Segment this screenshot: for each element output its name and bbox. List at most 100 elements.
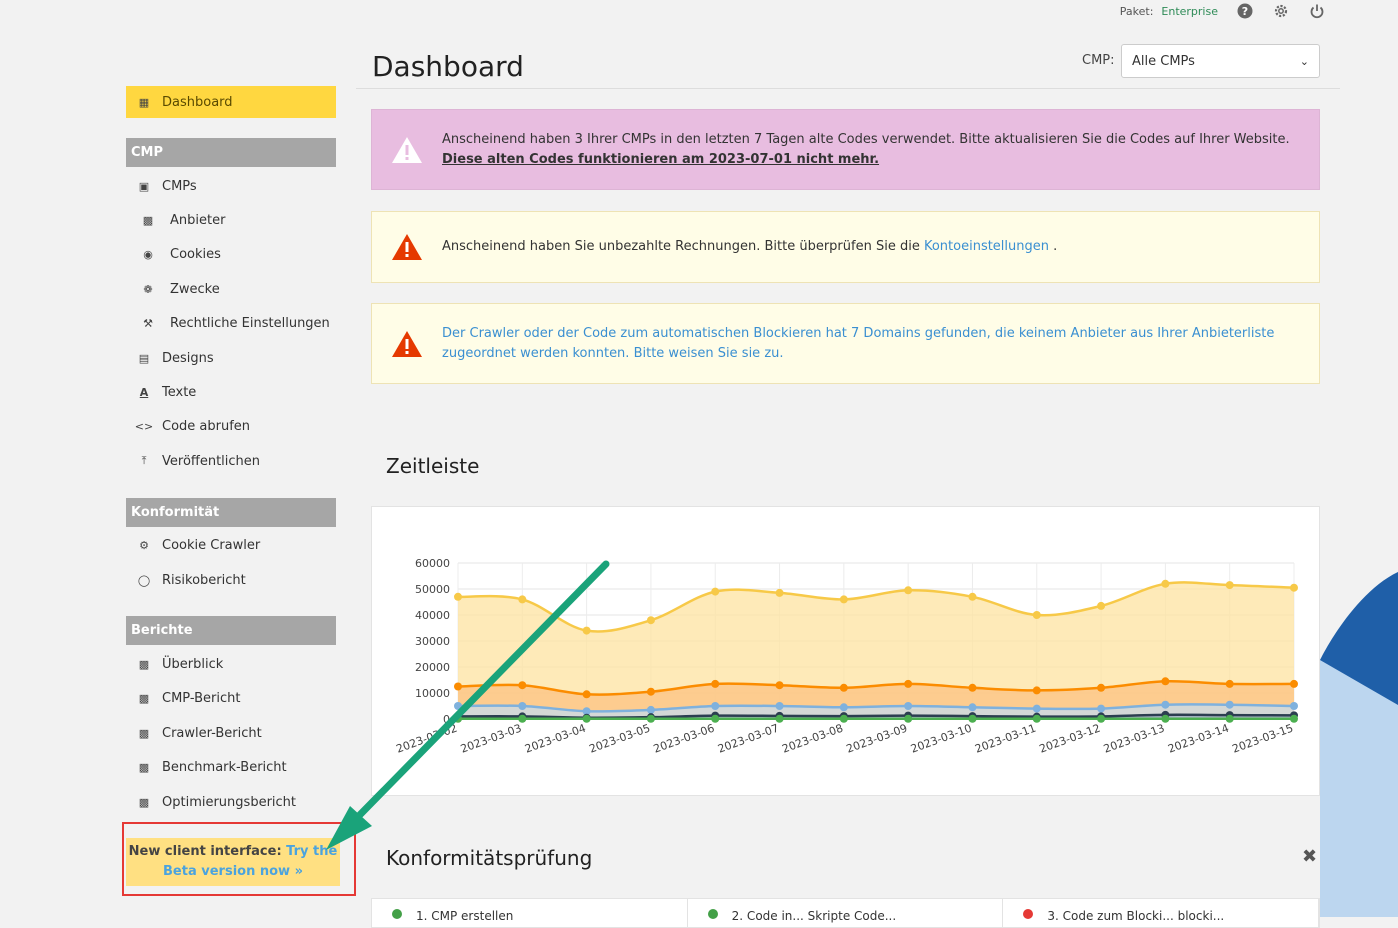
sidebar-item-benchmark-bericht[interactable]: ▩ Benchmark-Bericht (126, 750, 336, 784)
sidebar-item-label: Cookies (170, 247, 221, 262)
sidebar-item-optimierungsbericht[interactable]: ▩ Optimierungsbericht (126, 785, 336, 819)
sidebar-item-label: Cookie Crawler (162, 538, 260, 553)
sidebar-item-ueberblick[interactable]: ▩ Überblick (126, 647, 336, 681)
y-tick-label: 30000 (415, 635, 450, 648)
sidebar: ▦ Dashboard CMP ▣ CMPs ▩ Anbieter ◉ Cook… (126, 86, 336, 819)
data-point (1033, 705, 1041, 713)
sidebar-item-label: Zwecke (170, 282, 220, 297)
x-tick-label: 2023-03-04 (523, 722, 588, 756)
data-point (454, 715, 462, 723)
chevron-down-icon: ⌄ (1300, 55, 1309, 68)
sidebar-item-rechtliche[interactable]: ⚒ Rechtliche Einstellungen (126, 307, 336, 341)
sidebar-item-designs[interactable]: ▤ Designs (126, 341, 336, 375)
power-icon[interactable] (1308, 2, 1326, 20)
x-tick-label: 2023-03-09 (845, 722, 910, 756)
sidebar-item-texte[interactable]: A Texte (126, 375, 336, 409)
alert-link[interactable]: Diese alten Codes funktionieren am 2023-… (442, 152, 879, 167)
sidebar-item-label: Veröffentlichen (162, 454, 260, 469)
sidebar-item-veroeffentlichen[interactable]: ⤒ Veröffentlichen (126, 444, 336, 478)
x-tick-label: 2023-03-03 (459, 722, 524, 756)
header-divider (356, 88, 1340, 89)
data-point (647, 616, 655, 624)
data-point (518, 702, 526, 710)
package-value: Enterprise (1161, 5, 1218, 18)
sidebar-item-label: Benchmark-Bericht (162, 760, 287, 775)
gear-icon[interactable] (1272, 2, 1290, 20)
compliance-step: 3. Code zum Blocki... blocki... (1003, 899, 1319, 927)
data-point (776, 589, 784, 597)
data-point (904, 702, 912, 710)
sidebar-item-label: Texte (162, 385, 196, 400)
sidebar-item-crawler-bericht[interactable]: ▩ Crawler-Bericht (126, 716, 336, 750)
close-icon[interactable]: ✖ (1302, 846, 1317, 867)
compliance-title: Konformitätsprüfung (386, 846, 592, 870)
page-title: Dashboard (372, 50, 524, 83)
cmp-filter-label: CMP: (1082, 53, 1115, 68)
sidebar-item-zwecke[interactable]: ❁ Zwecke (126, 272, 336, 306)
data-point (1290, 680, 1298, 688)
decorative-shape (1320, 560, 1398, 917)
account-settings-link[interactable]: Kontoeinstellungen (924, 239, 1049, 254)
data-point (583, 690, 591, 698)
topbar: Paket: Enterprise ? (1120, 0, 1326, 22)
sidebar-item-anbieter[interactable]: ▩ Anbieter (126, 203, 336, 237)
sidebar-item-dashboard[interactable]: ▦ Dashboard (126, 86, 336, 118)
alert-unpaid-invoices: Anscheinend haben Sie unbezahlte Rechnun… (371, 211, 1320, 283)
sidebar-item-label: Code abrufen (162, 419, 250, 434)
shield-icon: ◯ (126, 574, 162, 587)
data-point (1097, 705, 1105, 713)
data-point (711, 715, 719, 723)
data-point (1033, 686, 1041, 694)
data-point (904, 715, 912, 723)
y-tick-label: 50000 (415, 583, 450, 596)
data-point (583, 715, 591, 723)
warning-icon (372, 233, 442, 261)
data-point (1226, 581, 1234, 589)
compliance-step-label: 1. CMP erstellen (416, 909, 513, 927)
warning-icon (372, 330, 442, 358)
sidebar-item-cookies[interactable]: ◉ Cookies (126, 238, 336, 272)
data-point (1033, 715, 1041, 723)
timeline-title: Zeitleiste (386, 454, 479, 478)
sidebar-item-code[interactable]: <> Code abrufen (126, 410, 336, 444)
svg-text:?: ? (1242, 5, 1248, 18)
dashboard-icon: ▦ (126, 96, 162, 109)
x-tick-label: 2023-03-11 (973, 722, 1038, 756)
x-tick-label: 2023-03-02 (394, 722, 459, 756)
cmp-select-value: Alle CMPs (1132, 54, 1195, 69)
data-point (711, 588, 719, 596)
check-icon (392, 909, 402, 919)
sidebar-item-cmps[interactable]: ▣ CMPs (126, 169, 336, 203)
sidebar-item-cookie-crawler[interactable]: ⚙ Cookie Crawler (126, 529, 336, 563)
sidebar-item-label: Crawler-Bericht (162, 726, 262, 741)
sidebar-item-cmp-bericht[interactable]: ▩ CMP-Bericht (126, 682, 336, 716)
unassigned-domains-link[interactable]: Der Crawler oder der Code zum automatisc… (442, 326, 1274, 361)
data-point (647, 715, 655, 723)
data-point (1161, 701, 1169, 709)
sidebar-item-label: Risikobericht (162, 573, 246, 588)
sidebar-item-risikobericht[interactable]: ◯ Risikobericht (126, 563, 336, 597)
data-point (1226, 680, 1234, 688)
help-icon[interactable]: ? (1236, 2, 1254, 20)
bar-chart-icon: ▩ (126, 796, 162, 809)
data-point (968, 715, 976, 723)
window-icon: ▣ (126, 180, 162, 193)
x-tick-label: 2023-03-13 (1102, 722, 1167, 756)
data-point (454, 593, 462, 601)
data-point (1290, 715, 1298, 723)
alert-message: Anscheinend haben Sie unbezahlte Rechnun… (442, 239, 920, 254)
data-point (518, 715, 526, 723)
bar-chart-icon: ▩ (126, 658, 162, 671)
sidebar-item-label: CMP-Bericht (162, 691, 240, 706)
data-point (1290, 584, 1298, 592)
bar-chart-icon: ▩ (126, 727, 162, 740)
alert-text: Anscheinend haben Sie unbezahlte Rechnun… (442, 237, 1319, 257)
cmp-select[interactable]: Alle CMPs ⌄ (1121, 44, 1320, 78)
data-point (840, 703, 848, 711)
data-point (840, 684, 848, 692)
data-point (1290, 702, 1298, 710)
data-point (454, 683, 462, 691)
bar-chart-icon: ▩ (126, 761, 162, 774)
y-tick-label: 60000 (415, 557, 450, 570)
